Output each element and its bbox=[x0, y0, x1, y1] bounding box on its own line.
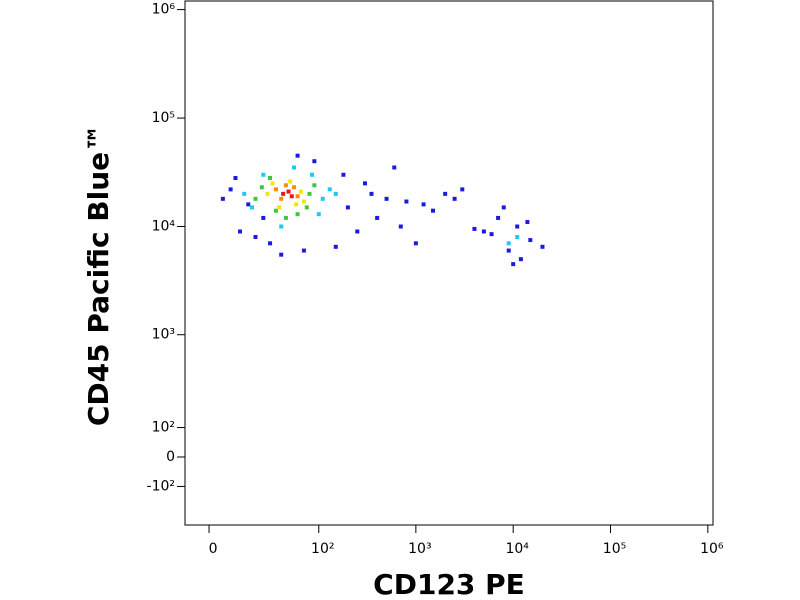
event-point bbox=[404, 199, 409, 204]
event-point bbox=[316, 212, 321, 217]
event-point bbox=[413, 241, 418, 246]
x-tick-label: 10⁵ bbox=[603, 541, 626, 557]
event-point bbox=[273, 187, 278, 192]
event-point bbox=[283, 183, 288, 188]
event-point bbox=[277, 205, 282, 210]
event-point bbox=[220, 196, 225, 201]
event-point bbox=[233, 176, 238, 181]
event-point bbox=[312, 159, 317, 164]
plot-frame bbox=[184, 0, 714, 526]
event-point bbox=[294, 202, 299, 207]
y-tick-label: 0 bbox=[166, 449, 175, 465]
event-point bbox=[295, 194, 300, 199]
event-point bbox=[309, 172, 314, 177]
event-point bbox=[301, 248, 306, 253]
event-point bbox=[496, 215, 501, 220]
y-tick-label: -10² bbox=[147, 478, 175, 494]
x-tick-label: 10³ bbox=[408, 541, 431, 557]
event-point bbox=[515, 224, 520, 229]
event-point bbox=[525, 220, 530, 225]
event-point bbox=[246, 202, 251, 207]
event-point bbox=[460, 187, 465, 192]
x-tick-label: 10² bbox=[311, 541, 334, 557]
event-point bbox=[304, 205, 309, 210]
event-point bbox=[362, 181, 367, 186]
event-point bbox=[279, 196, 284, 201]
y-tick-label: 10⁴ bbox=[152, 219, 176, 235]
event-point bbox=[355, 229, 360, 234]
y-tick-label: 10⁶ bbox=[152, 2, 176, 18]
event-point bbox=[228, 187, 233, 192]
x-tick-label: 10⁶ bbox=[700, 541, 724, 557]
event-point bbox=[421, 202, 426, 207]
event-point bbox=[301, 199, 306, 204]
event-point bbox=[249, 205, 254, 210]
event-point bbox=[242, 191, 247, 196]
event-point bbox=[253, 196, 258, 201]
event-point bbox=[333, 191, 338, 196]
event-point bbox=[295, 153, 300, 158]
event-point bbox=[489, 232, 494, 237]
event-point bbox=[384, 196, 389, 201]
event-point bbox=[298, 189, 303, 194]
event-point bbox=[288, 179, 293, 184]
event-point bbox=[528, 238, 533, 243]
event-point bbox=[281, 191, 286, 196]
event-point bbox=[307, 191, 312, 196]
event-point bbox=[511, 262, 516, 267]
event-point bbox=[375, 215, 380, 220]
event-point bbox=[501, 205, 506, 210]
event-point bbox=[333, 244, 338, 249]
event-point bbox=[506, 241, 511, 246]
event-point bbox=[312, 183, 317, 188]
y-tick-label: 10² bbox=[152, 420, 175, 436]
event-point bbox=[452, 196, 457, 201]
event-point bbox=[279, 224, 284, 229]
event-point bbox=[265, 191, 270, 196]
event-point bbox=[345, 205, 350, 210]
event-point bbox=[295, 212, 300, 217]
event-point bbox=[327, 187, 332, 192]
event-point bbox=[283, 215, 288, 220]
event-point bbox=[270, 181, 275, 186]
event-point bbox=[506, 248, 511, 253]
event-point bbox=[292, 185, 297, 190]
event-point bbox=[472, 226, 477, 231]
event-point bbox=[398, 224, 403, 229]
event-point bbox=[286, 189, 291, 194]
event-point bbox=[392, 165, 397, 170]
event-point bbox=[518, 257, 523, 262]
event-point bbox=[289, 194, 294, 199]
event-point bbox=[279, 252, 284, 257]
event-point bbox=[261, 172, 266, 177]
event-point bbox=[540, 244, 545, 249]
y-tick-label: 10⁵ bbox=[152, 110, 175, 126]
event-point bbox=[268, 176, 273, 181]
y-axis-title: CD45 Pacific Blue™ bbox=[82, 124, 115, 426]
y-tick-label: 10³ bbox=[152, 327, 175, 343]
event-point bbox=[443, 191, 448, 196]
event-point bbox=[430, 208, 435, 213]
event-point bbox=[320, 196, 325, 201]
x-tick-label: 0 bbox=[209, 541, 218, 557]
event-point bbox=[261, 215, 266, 220]
event-point bbox=[259, 185, 264, 190]
event-point bbox=[253, 235, 258, 240]
event-point bbox=[369, 191, 374, 196]
event-point bbox=[515, 235, 520, 240]
x-tick-label: 10⁴ bbox=[505, 541, 529, 557]
event-point bbox=[273, 208, 278, 213]
event-point bbox=[268, 241, 273, 246]
event-point bbox=[238, 229, 243, 234]
x-axis-title: CD123 PE bbox=[373, 568, 525, 600]
event-point bbox=[292, 165, 297, 170]
event-point bbox=[341, 172, 346, 177]
event-point bbox=[481, 229, 486, 234]
